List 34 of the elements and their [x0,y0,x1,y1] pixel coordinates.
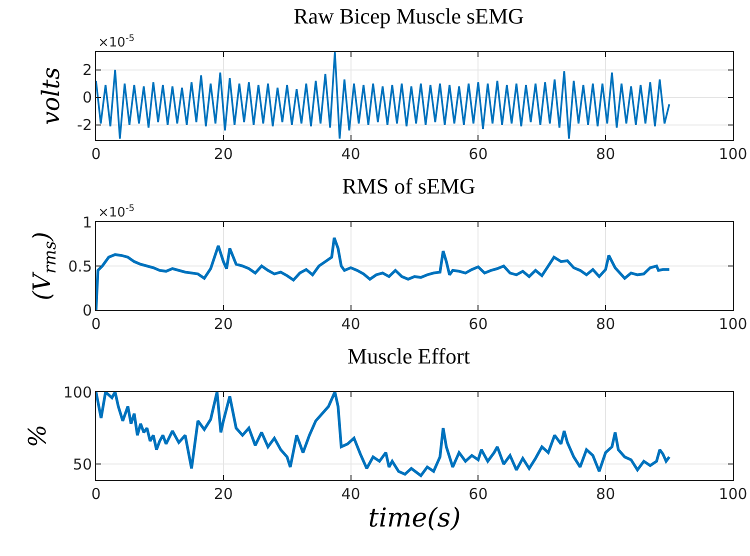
y-tick-label: 0 [82,88,92,107]
x-tick-label: 100 [718,485,748,503]
chart-title: Raw Bicep Muscle sEMG [294,3,524,28]
x-tick-label: 20 [214,145,233,163]
x-tick-label: 20 [214,485,233,503]
y-tick-label: 100 [63,383,92,402]
text: ×10$^{-5}$ [98,34,135,50]
y-axis-title: volts [37,67,66,125]
y-tick-label: -2 [77,116,92,134]
x-axis-title: time(s) [368,504,461,534]
y-tick-label: 2 [82,61,92,80]
x-tick-label: 80 [596,145,616,163]
y-tick-label: 50 [72,455,92,474]
x-tick-label: 80 [596,485,616,503]
chart-title: Muscle Effort [348,343,470,368]
line-series [96,236,671,310]
x-tick-label: 20 [214,315,233,333]
y-axis-title: % [23,424,52,448]
x-tick-label: 40 [341,145,360,163]
text: ×10$^{-5}$ [98,204,135,220]
x-tick-label: 60 [468,315,488,333]
line-series [96,392,671,478]
x-tick-label: 60 [468,145,488,163]
x-tick-label: 60 [468,485,488,503]
x-tick-label: 100 [718,315,748,333]
line-series [96,52,670,140]
x-tick-label: 100 [718,145,748,163]
y-tick-label: 0.5 [68,257,92,276]
y-tick-label: 1 [82,213,92,232]
chart-title: RMS of sEMG [342,173,476,198]
y-tick-label: 0 [82,301,92,320]
x-tick-label: 40 [341,485,360,503]
x-tick-label: 40 [341,315,360,333]
x-tick-label: 80 [596,315,616,333]
